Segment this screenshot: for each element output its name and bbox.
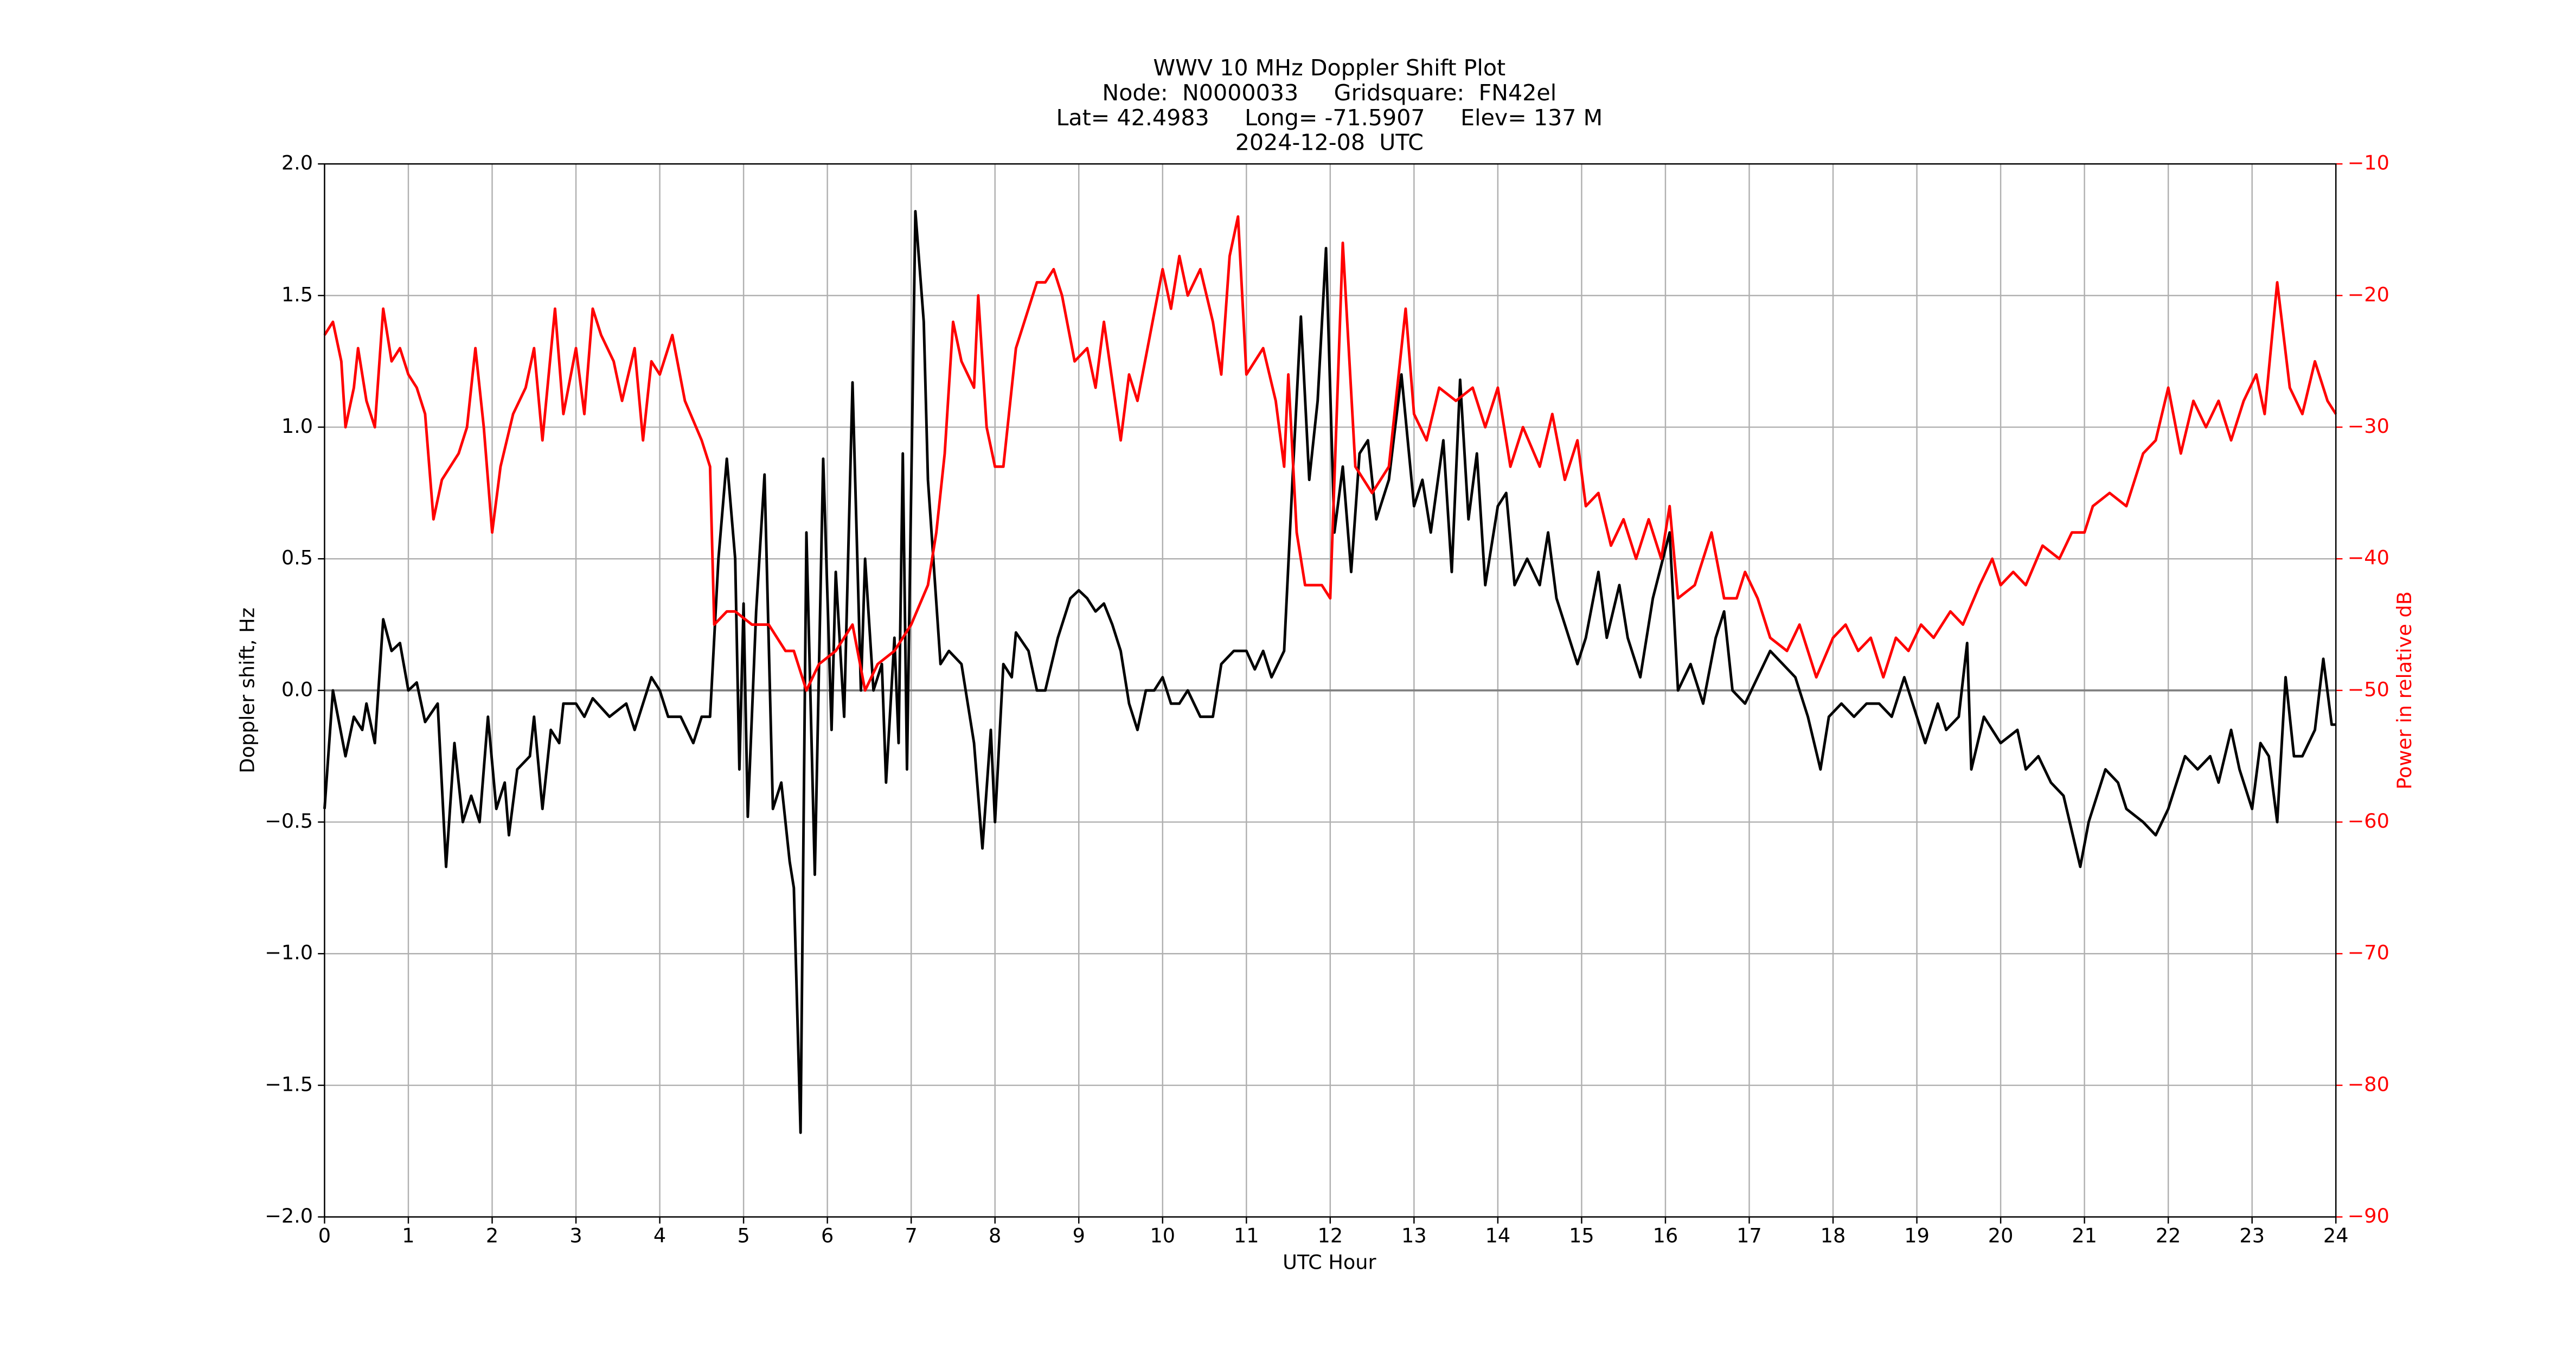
y2-axis-label: Power in relative dB	[2393, 591, 2416, 790]
x-tick-label: 20	[1988, 1224, 2014, 1248]
y-tick-label: 1.0	[281, 414, 313, 438]
x-tick-label: 12	[1318, 1224, 1343, 1248]
y-axis-label: Doppler shift, Hz	[236, 607, 259, 773]
x-tick-label: 4	[653, 1224, 666, 1248]
y-tick-label: −1.5	[265, 1072, 313, 1096]
y2-tick-label: −20	[2348, 283, 2389, 306]
x-tick-label: 8	[989, 1224, 1001, 1248]
y2-tick-label: −80	[2348, 1072, 2389, 1096]
y2-tick-label: −60	[2348, 809, 2389, 833]
y2-tick-label: −10	[2348, 151, 2389, 175]
x-tick-label: 7	[905, 1224, 918, 1248]
data-line	[323, 215, 2337, 692]
y2-tick-label: −30	[2348, 414, 2389, 438]
y2-tick-label: −70	[2348, 941, 2389, 964]
x-tick-label: 2	[486, 1224, 498, 1248]
x-tick-label: 15	[1569, 1224, 1594, 1248]
x-tick-label: 6	[821, 1224, 834, 1248]
y2-tick-label: −50	[2348, 677, 2389, 701]
chart-title: Lat= 42.4983 Long= -71.5907 Elev= 137 M	[1056, 105, 1603, 131]
x-tick-label: 9	[1073, 1224, 1085, 1248]
y-tick-label: −1.0	[265, 941, 313, 964]
x-tick-label: 24	[2323, 1224, 2349, 1248]
x-tick-label: 1	[402, 1224, 414, 1248]
y-tick-label: 1.5	[281, 283, 313, 306]
y-tick-label: 2.0	[281, 151, 313, 175]
x-axis-label: UTC Hour	[1283, 1251, 1376, 1274]
x-tick-label: 22	[2156, 1224, 2181, 1248]
y-tick-label: −2.0	[265, 1204, 313, 1227]
x-tick-label: 13	[1401, 1224, 1427, 1248]
x-tick-label: 11	[1234, 1224, 1259, 1248]
x-tick-label: 14	[1485, 1224, 1511, 1248]
x-tick-label: 19	[1904, 1224, 1930, 1248]
x-tick-label: 3	[569, 1224, 582, 1248]
x-tick-label: 5	[737, 1224, 749, 1248]
chart-title: 2024-12-08 UTC	[1235, 130, 1424, 156]
chart-title: WWV 10 MHz Doppler Shift Plot	[1153, 55, 1505, 81]
x-tick-label: 0	[318, 1224, 331, 1248]
y2-tick-label: −90	[2348, 1204, 2389, 1227]
y-tick-label: −0.5	[265, 809, 313, 833]
y-tick-label: 0.5	[281, 546, 313, 570]
plot-frame	[324, 163, 2337, 1218]
data-line	[323, 210, 2336, 1134]
x-tick-label: 21	[2072, 1224, 2097, 1248]
x-tick-label: 10	[1150, 1224, 1175, 1248]
x-tick-label: 23	[2239, 1224, 2265, 1248]
x-tick-label: 18	[1821, 1224, 1846, 1248]
x-tick-label: 16	[1653, 1224, 1678, 1248]
y-tick-label: 0.0	[281, 677, 313, 701]
chart-title: Node: N0000033 Gridsquare: FN42el	[1102, 80, 1556, 106]
x-tick-label: 17	[1736, 1224, 1762, 1248]
y2-tick-label: −40	[2348, 546, 2389, 570]
